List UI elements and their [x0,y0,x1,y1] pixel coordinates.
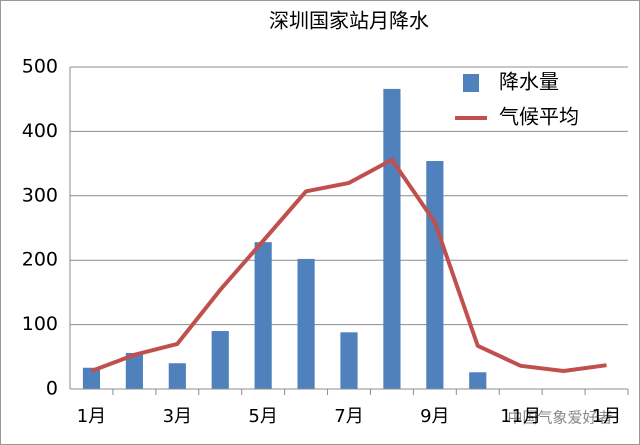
y-tick-label: 300 [22,184,58,206]
bar [469,372,487,389]
y-tick-label: 100 [22,313,58,335]
y-tick-label: 500 [22,56,58,78]
bar [340,332,358,389]
line [90,157,607,373]
bar [297,258,315,389]
bar [254,242,272,389]
bar [211,331,229,389]
x-tick-label: 1月 [77,406,106,427]
legend-label: 降水量 [499,70,559,94]
bar [82,367,101,389]
bar [168,363,186,389]
legend-label: 气候平均 [499,105,579,129]
x-tick-label: 1月 [592,406,621,427]
x-tick-label: 11月 [500,406,541,427]
x-tick-label: 5月 [248,406,277,427]
x-tick-label: 3月 [163,406,192,427]
y-tick-label: 0 [46,378,58,400]
bar [426,161,444,389]
watermark: 中国气象爱好者 [507,409,612,427]
bar [383,88,401,389]
chart-title: 深圳国家站月降水 [269,9,429,33]
y-tick-label: 200 [22,249,58,271]
legend-swatch [463,74,479,92]
y-tick-label: 400 [22,120,58,142]
bar [125,352,143,389]
x-tick-label: 9月 [420,406,449,427]
x-tick-label: 7月 [334,406,363,427]
